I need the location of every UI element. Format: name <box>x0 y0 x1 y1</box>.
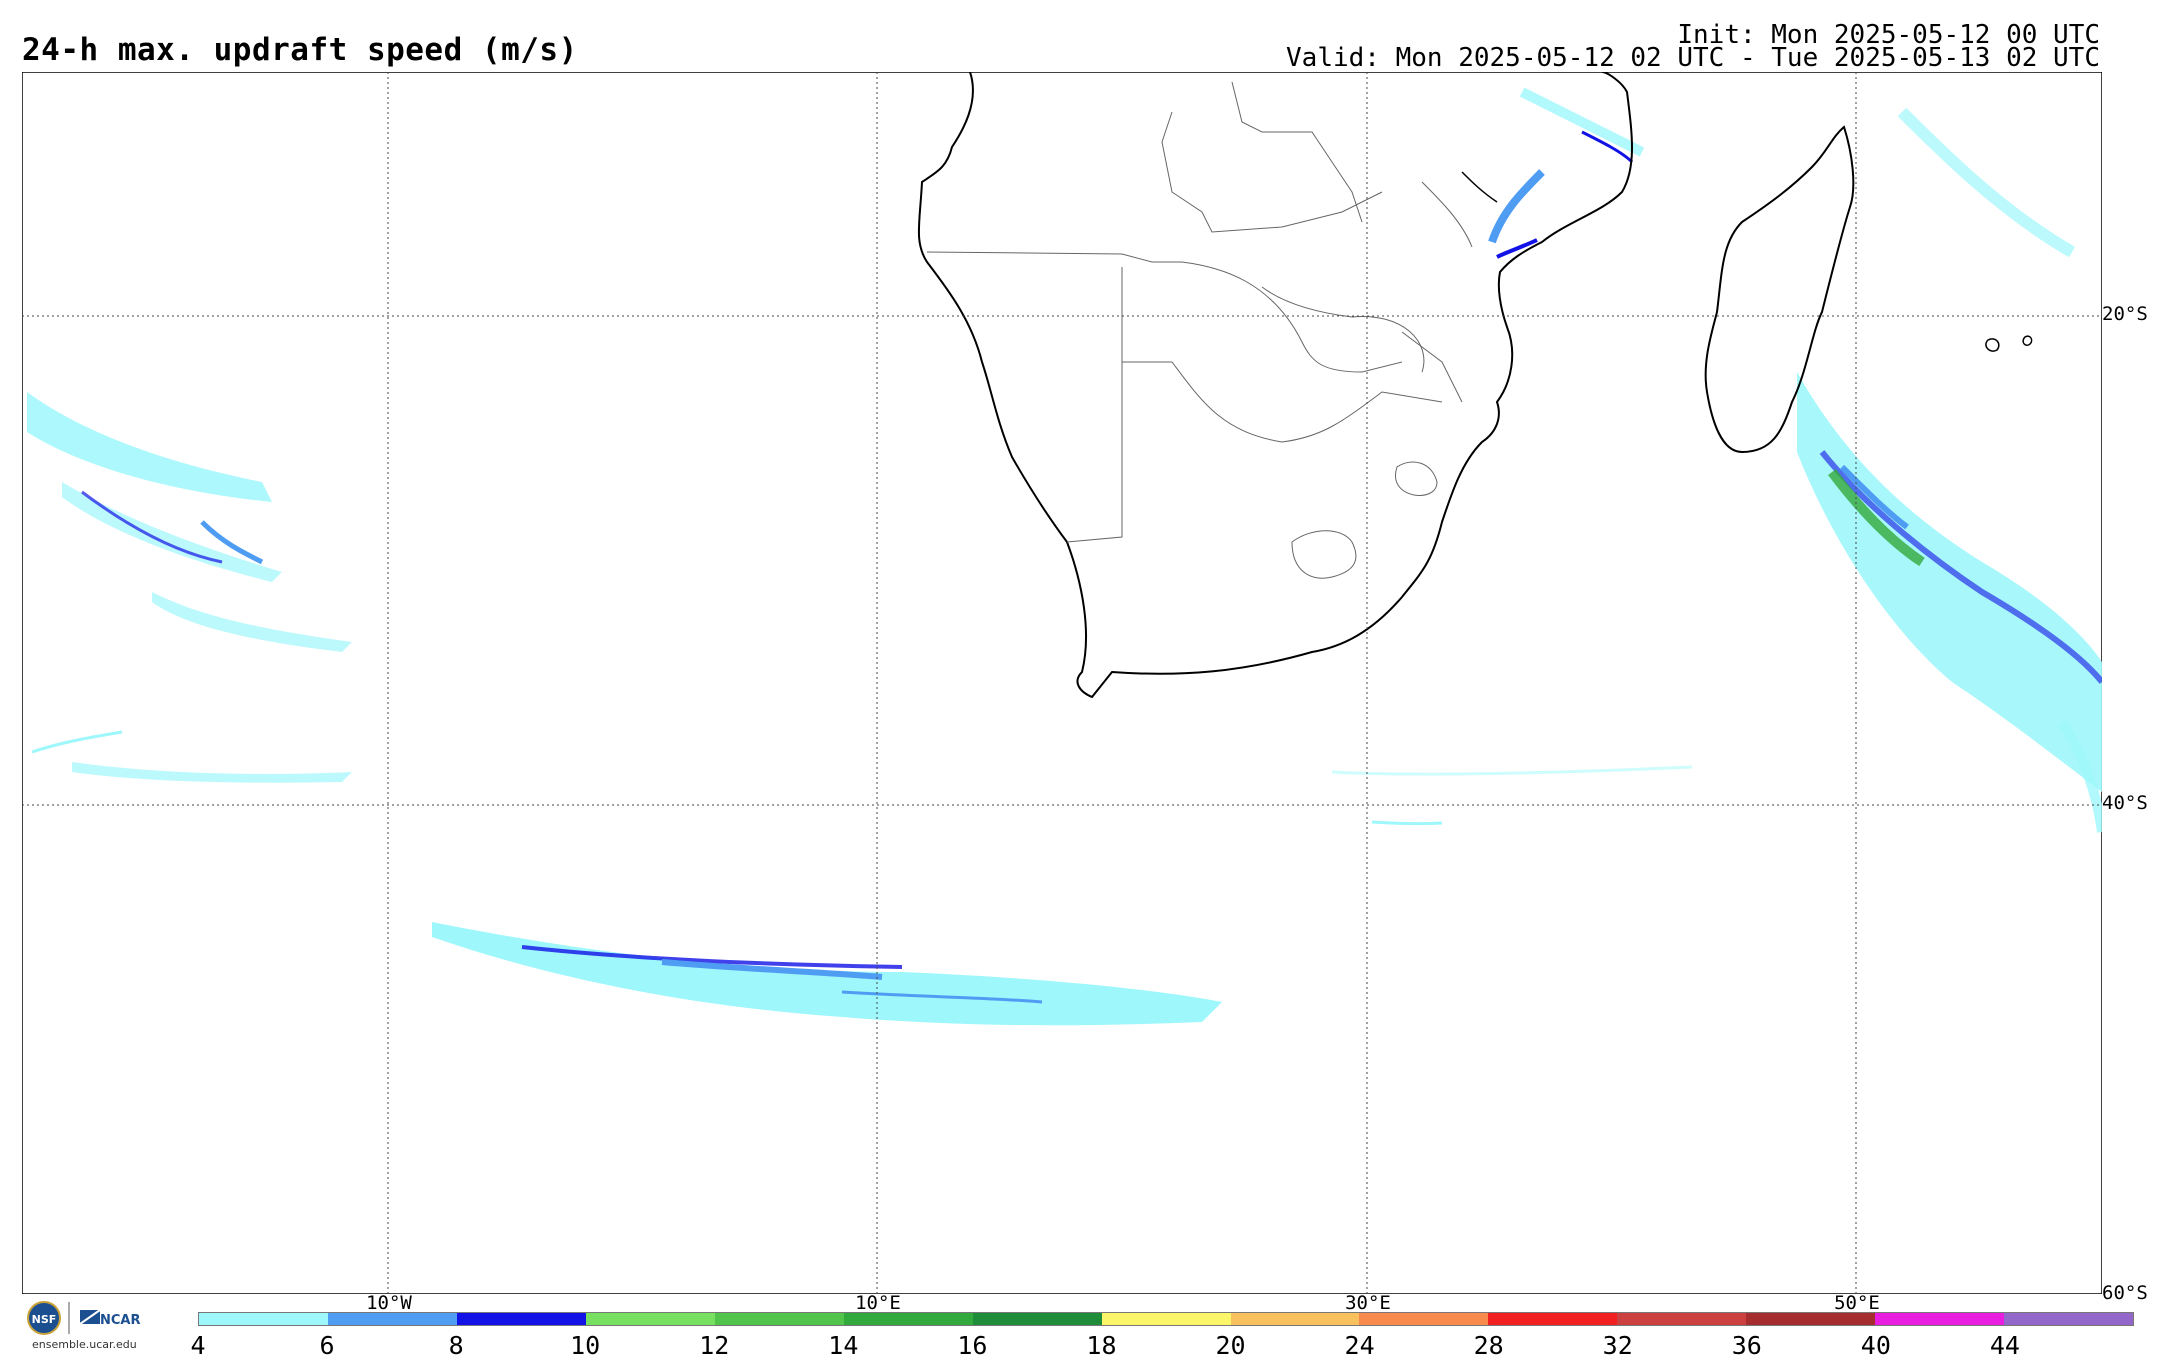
colorbar-segment <box>972 1313 1102 1325</box>
colorbar-tick-label: 32 <box>1602 1331 1633 1360</box>
colorbar-segment <box>456 1313 586 1325</box>
colorbar-tick-label: 44 <box>1989 1331 2020 1360</box>
colorbar-segment <box>714 1313 844 1325</box>
svg-text:NCAR: NCAR <box>100 1313 141 1328</box>
colorbar-segment <box>1488 1313 1618 1325</box>
graticule <box>22 72 2102 1294</box>
colorbar-tick-label: 14 <box>828 1331 859 1360</box>
colorbar-tick-label: 28 <box>1473 1331 1504 1360</box>
coastlines <box>917 72 2033 699</box>
svg-text:NSF: NSF <box>32 1313 57 1326</box>
colorbar-segment <box>1617 1313 1747 1325</box>
colorbar-tick-label: 16 <box>957 1331 988 1360</box>
colorbar-segment <box>1746 1313 1876 1325</box>
updraft-map <box>22 72 2102 1294</box>
colorbar-segment <box>585 1313 715 1325</box>
colorbar-tick-label: 8 <box>448 1331 464 1360</box>
colorbar-segment <box>843 1313 973 1325</box>
colorbar-segment <box>1359 1313 1489 1325</box>
colorbar-segment <box>199 1313 328 1325</box>
colorbar-tick-label: 40 <box>1860 1331 1891 1360</box>
lon-label-10e: 10°E <box>855 1292 901 1314</box>
lon-label-30e: 30°E <box>1345 1292 1391 1314</box>
colorbar-segment <box>1875 1313 2005 1325</box>
lat-label-60s: 60°S <box>2102 1282 2148 1304</box>
colorbar-tick-label: 18 <box>1086 1331 1117 1360</box>
country-borders <box>926 81 1473 579</box>
colorbar-tick-label: 20 <box>1215 1331 1246 1360</box>
colorbar-tick-label: 6 <box>319 1331 335 1360</box>
lat-label-20s: 20°S <box>2102 303 2148 325</box>
lat-label-40s: 40°S <box>2102 792 2148 814</box>
lon-label-10w: 10°W <box>366 1292 412 1314</box>
valid-time: Valid: Mon 2025-05-12 02 UTC - Tue 2025-… <box>1286 43 2100 73</box>
colorbar-segment <box>1230 1313 1360 1325</box>
site-url: ensemble.ucar.edu <box>32 1338 137 1351</box>
colorbar-tick-label: 10 <box>570 1331 601 1360</box>
init-time: Init: Mon 2025-05-12 00 UTC <box>1677 20 2100 50</box>
lon-label-50e: 50°E <box>1834 1292 1880 1314</box>
colorbar-segment <box>2004 1313 2134 1325</box>
colorbar-tick-label: 4 <box>190 1331 206 1360</box>
nsf-ncar-logo: NSF NCAR <box>27 1301 141 1335</box>
map-title: 24-h max. updraft speed (m/s) <box>22 32 578 68</box>
colorbar-segment <box>327 1313 457 1325</box>
colorbar-segment <box>1101 1313 1231 1325</box>
colorbar-tick-label: 12 <box>699 1331 730 1360</box>
updraft-features <box>27 87 2102 1026</box>
colorbar <box>198 1312 2134 1326</box>
colorbar-tick-label: 24 <box>1344 1331 1375 1360</box>
colorbar-tick-label: 36 <box>1731 1331 1762 1360</box>
